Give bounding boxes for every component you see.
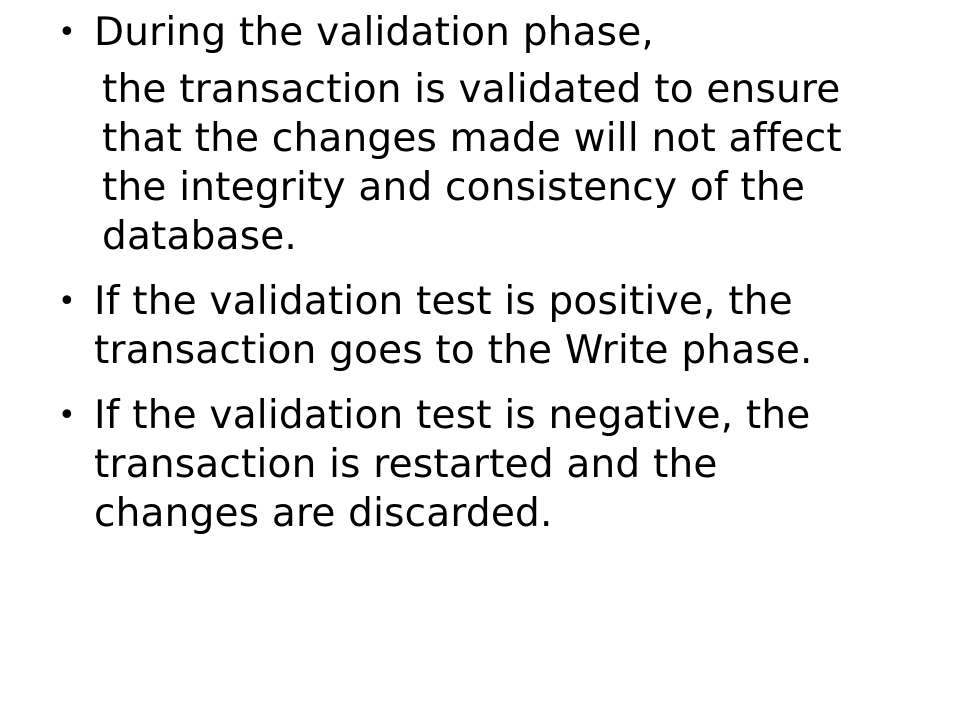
bullet-text-line: If the validation test is positive, the [94,279,793,324]
description-line: the transaction is validated to ensure [102,67,841,112]
bullet-text-line: transaction goes to the Write phase. [94,328,813,373]
bullet-negative-test: • If the validation test is negative, th… [56,391,936,538]
slide-content: • During the validation phase, the trans… [56,8,936,538]
bullet-validation-phase: • During the validation phase, [56,8,936,57]
bullet-positive-test: • If the validation test is positive, th… [56,277,936,375]
description-line: database. [102,214,298,259]
bullet-marker: • [58,15,76,50]
bullet-text-line: If the validation test is negative, the [94,393,811,438]
description-line: that the changes made will not affect [102,116,842,161]
bullet-text-line: transaction is restarted and the [94,442,718,487]
description-line: the integrity and consistency of the [102,165,806,210]
bullet-marker: • [58,284,76,319]
bullet-text-line: changes are discarded. [94,491,553,536]
bullet-text: During the validation phase, [94,10,654,55]
bullet-marker: • [58,398,76,433]
validation-description: the transaction is validated to ensure t… [56,65,936,261]
